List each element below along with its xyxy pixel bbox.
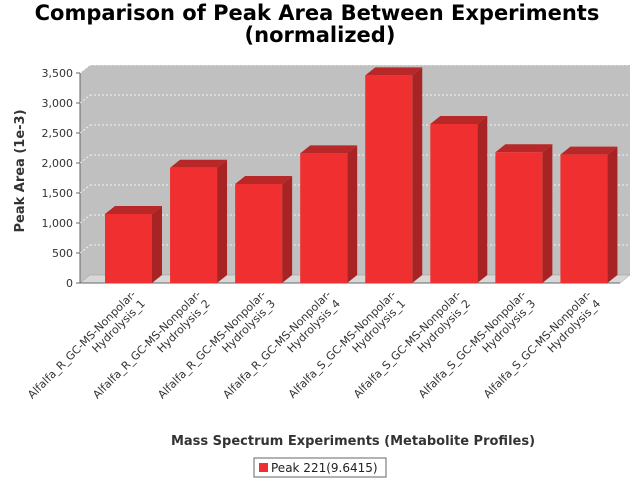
chart-title-line-2: (normalized)	[245, 23, 396, 47]
x-category-label: Alfalfa_R_GC-MS-Nonpolar-Hydrolysis_2	[90, 288, 213, 411]
bar-side	[412, 67, 423, 284]
bar-top	[495, 144, 553, 153]
x-category-label: Alfalfa_R_GC-MS-Nonpolar-Hydrolysis_3	[155, 288, 278, 411]
bar-front	[235, 184, 283, 283]
bar	[430, 116, 488, 283]
bar-top	[365, 67, 423, 76]
y-tick-label: 1,500	[42, 187, 74, 200]
y-tick-label: 2,500	[42, 127, 74, 140]
bar	[495, 144, 553, 283]
bar	[170, 159, 228, 283]
bar-front	[105, 214, 152, 283]
bar-side	[217, 159, 228, 283]
y-tick-label: 3,000	[42, 97, 74, 110]
y-axis-title: Peak Area (1e-3)	[13, 109, 28, 232]
bar	[300, 145, 358, 283]
bar-side	[347, 145, 358, 283]
x-category-label: Alfalfa_R_GC-MS-Nonpolar-Hydrolysis_1	[25, 288, 148, 411]
x-category-label: Alfalfa_S_GC-MS-Nonpolar-Hydrolysis_4	[481, 288, 603, 410]
x-category-label: Alfalfa_R_GC-MS-Nonpolar-Hydrolysis_4	[220, 288, 343, 411]
bar-top	[430, 116, 488, 124]
chart-title-line-1: Comparison of Peak Area Between Experime…	[35, 1, 600, 25]
x-category-label: Alfalfa_S_GC-MS-Nonpolar-Hydrolysis_2	[351, 288, 473, 410]
bar-front	[495, 152, 543, 283]
bar-front	[170, 167, 218, 283]
x-axis-title: Mass Spectrum Experiments (Metabolite Pr…	[171, 434, 535, 449]
bar	[105, 206, 162, 283]
legend-swatch	[259, 463, 268, 472]
bar-side	[477, 116, 488, 283]
x-category-label: Alfalfa_S_GC-MS-Nonpolar-Hydrolysis_1	[286, 288, 408, 410]
legend-box	[253, 457, 387, 478]
bar-side	[607, 146, 618, 283]
bar-top	[560, 146, 618, 155]
bar-top	[170, 159, 228, 168]
bar-front	[560, 154, 608, 283]
bar	[235, 176, 293, 283]
bar-top	[105, 206, 162, 214]
bars	[105, 67, 618, 284]
bar-side	[152, 206, 162, 283]
y-axis: 0 500 1,000 1,500 2,000 2,500 3,000 3,500	[42, 67, 80, 290]
y-tick-label: 1,000	[42, 217, 74, 230]
bar-side	[282, 176, 293, 283]
y-tick-label: 3,500	[42, 67, 74, 80]
y-tick-label: 500	[52, 247, 73, 260]
bar	[365, 67, 423, 284]
y-tick-label: 0	[66, 277, 73, 290]
bar-side	[542, 144, 553, 283]
bar-front	[300, 153, 348, 283]
x-category-label-line: Alfalfa_R_GC-MS-Nonpolar-	[25, 288, 138, 401]
bar	[560, 146, 618, 283]
legend: Peak 221(9.6415)	[253, 457, 387, 478]
y-tick-label: 2,000	[42, 157, 74, 170]
x-category-label: Alfalfa_S_GC-MS-Nonpolar-Hydrolysis_3	[416, 288, 538, 410]
x-axis-category-labels: Alfalfa_R_GC-MS-Nonpolar-Hydrolysis_1Alf…	[25, 288, 603, 411]
legend-label: Peak 221(9.6415)	[271, 461, 378, 475]
bar-top	[235, 176, 293, 184]
bar-front	[430, 124, 478, 283]
bar-top	[300, 145, 358, 154]
bar-front	[365, 75, 413, 284]
